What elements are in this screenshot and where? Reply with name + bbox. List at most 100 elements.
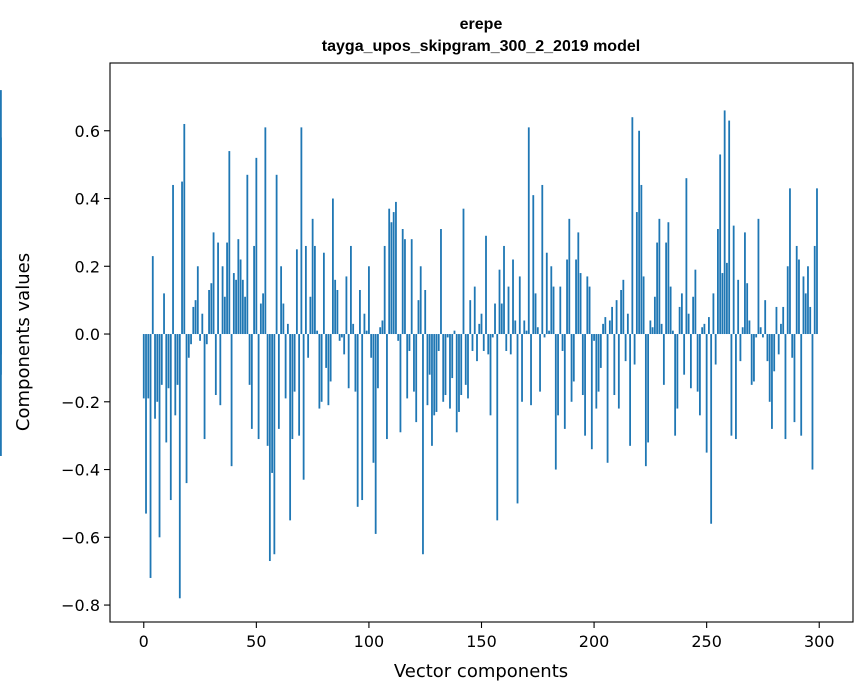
- bar: [795, 245, 798, 335]
- bar: [782, 306, 785, 335]
- bar: [730, 334, 733, 436]
- bar: [726, 262, 728, 335]
- bar: [611, 306, 613, 335]
- bar: [205, 334, 208, 345]
- bar: [392, 212, 395, 335]
- bar: [433, 334, 436, 416]
- bar: [201, 313, 204, 335]
- bar: [316, 330, 319, 335]
- bar: [563, 334, 566, 429]
- bar: [363, 313, 366, 335]
- bar: [512, 259, 514, 335]
- bar: [194, 300, 197, 335]
- bar: [244, 296, 246, 335]
- bar: [590, 334, 593, 450]
- bar: [505, 334, 508, 351]
- bar: [674, 334, 677, 436]
- bar: [259, 303, 262, 335]
- bar: [383, 245, 386, 335]
- bar: [241, 279, 244, 335]
- y-axis-label: Components values: [13, 253, 34, 431]
- bar: [322, 252, 325, 335]
- bar: [289, 334, 292, 521]
- bar: [791, 334, 794, 358]
- bar: [343, 334, 346, 355]
- bar: [239, 259, 242, 335]
- bar: [723, 110, 726, 335]
- bar: [545, 252, 548, 335]
- bar: [732, 225, 735, 335]
- bar: [147, 334, 150, 399]
- bar: [460, 334, 463, 396]
- bar: [361, 334, 364, 501]
- chart-title-line1: erepe: [460, 16, 503, 33]
- bar: [719, 154, 722, 335]
- plot-frame: [109, 62, 854, 623]
- bar: [579, 273, 582, 335]
- bar: [717, 229, 719, 335]
- x-tick-label: 0: [139, 632, 149, 651]
- x-tick-label: 50: [246, 632, 266, 651]
- bar: [417, 300, 420, 335]
- bar: [665, 242, 668, 335]
- bar: [449, 334, 451, 409]
- bar: [554, 334, 557, 470]
- y-tick-label: −0.8: [61, 596, 100, 615]
- bar: [728, 120, 731, 335]
- bar: [662, 334, 665, 385]
- bar: [809, 306, 812, 335]
- bar: [696, 334, 699, 392]
- bar: [307, 334, 310, 358]
- bar: [786, 266, 789, 335]
- bar: [440, 229, 442, 335]
- bar: [410, 239, 413, 335]
- bar: [455, 334, 458, 433]
- bar: [214, 334, 217, 396]
- bar: [804, 293, 807, 335]
- y-tick-label: 0.0: [75, 325, 100, 344]
- bar: [379, 327, 382, 335]
- bar: [572, 334, 575, 382]
- bar: [266, 334, 269, 446]
- y-tick-label: −0.2: [61, 393, 100, 412]
- bar: [406, 334, 409, 399]
- y-tick-label: 0.2: [75, 257, 100, 276]
- bar: [428, 334, 431, 375]
- bar: [784, 334, 787, 440]
- bar: [341, 334, 343, 338]
- bar: [768, 334, 771, 402]
- bar: [775, 306, 778, 335]
- bar: [291, 334, 294, 440]
- bar: [798, 259, 800, 335]
- bar: [298, 334, 301, 436]
- bar: [507, 286, 510, 335]
- bar: [536, 327, 539, 335]
- bar: [381, 320, 384, 335]
- bar: [584, 334, 586, 436]
- bar: [370, 334, 373, 358]
- bar: [559, 286, 562, 335]
- bar: [635, 212, 638, 335]
- bar: [282, 303, 285, 335]
- bar: [329, 334, 332, 382]
- bar: [444, 334, 447, 396]
- bar: [771, 334, 773, 429]
- bar: [142, 334, 145, 399]
- bar: [642, 276, 645, 335]
- bar: [714, 334, 717, 365]
- bar: [482, 334, 485, 351]
- bar: [419, 266, 422, 335]
- bar: [753, 334, 755, 382]
- bar: [446, 334, 449, 338]
- bar: [462, 208, 465, 335]
- bar: [721, 273, 724, 335]
- bar: [604, 317, 607, 335]
- bar: [437, 334, 440, 351]
- bar: [0, 259, 2, 335]
- bar: [408, 334, 411, 351]
- bar: [689, 334, 692, 389]
- bar: [271, 334, 274, 473]
- bar: [633, 334, 636, 365]
- bar: [0, 334, 2, 355]
- bar: [523, 320, 526, 335]
